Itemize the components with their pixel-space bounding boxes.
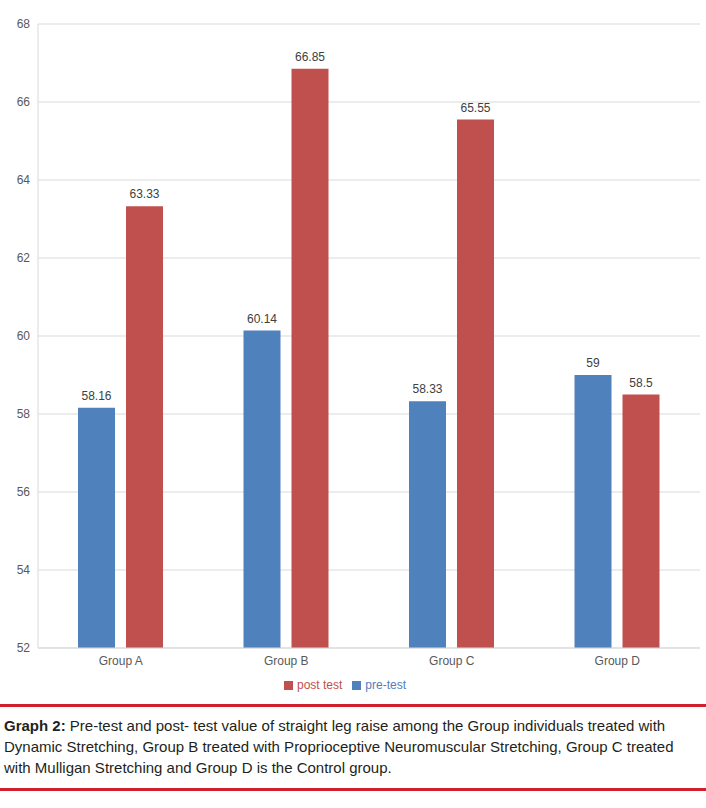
- html-text:Graph 2: Pre-test and post- te: Graph 2: Pre-test and post- test value o…: [4, 717, 674, 776]
- svg-text:60.14: 60.14: [247, 312, 277, 326]
- svg-text:Group D: Group D: [595, 654, 641, 668]
- svg-text:52: 52: [17, 641, 31, 655]
- svg-text:54: 54: [17, 563, 31, 577]
- svg-text:Group C: Group C: [429, 654, 475, 668]
- svg-text:58: 58: [17, 407, 31, 421]
- svg-text:Group A: Group A: [99, 654, 143, 668]
- svg-text:59: 59: [586, 356, 600, 370]
- svg-text:58.5: 58.5: [629, 376, 653, 390]
- svg-text:60: 60: [17, 329, 31, 343]
- html-text:pre-test: pre-test: [365, 678, 406, 692]
- svg-text:64: 64: [17, 173, 31, 187]
- svg-text:58.33: 58.33: [412, 382, 442, 396]
- svg-text:66.85: 66.85: [295, 50, 325, 64]
- svg-text:63.33: 63.33: [129, 187, 159, 201]
- svg-text:58.16: 58.16: [81, 389, 111, 403]
- svg-text:Group B: Group B: [264, 654, 309, 668]
- svg-text:56: 56: [17, 485, 31, 499]
- svg-text:62: 62: [17, 251, 31, 265]
- svg-text:66: 66: [17, 95, 31, 109]
- html-text:post test: post test: [297, 678, 343, 692]
- svg-text:68: 68: [17, 17, 31, 31]
- svg-text:65.55: 65.55: [460, 101, 490, 115]
